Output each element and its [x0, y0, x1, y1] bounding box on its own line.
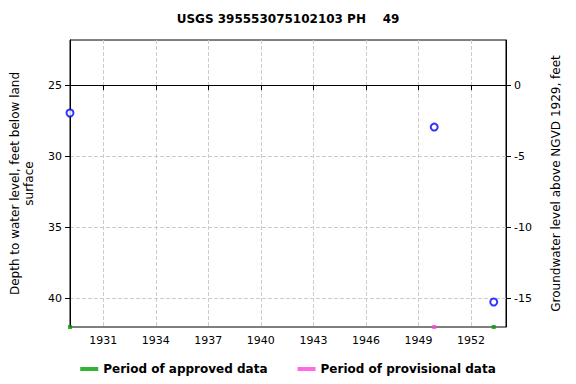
- svg-text:30: 30: [48, 150, 62, 163]
- svg-text:Groundwater level above NGVD 1: Groundwater level above NGVD 1929, feet: [549, 55, 563, 312]
- svg-text:25: 25: [48, 79, 62, 92]
- svg-text:Period of provisional data: Period of provisional data: [321, 362, 496, 376]
- svg-text:0: 0: [514, 79, 521, 92]
- svg-text:1934: 1934: [142, 334, 170, 347]
- svg-text:1952: 1952: [457, 334, 485, 347]
- svg-text:1937: 1937: [194, 334, 222, 347]
- svg-text:Depth to water level, feet bel: Depth to water level, feet below land: [8, 72, 22, 295]
- svg-text:1949: 1949: [404, 334, 432, 347]
- svg-text:35: 35: [48, 221, 62, 234]
- svg-text:1931: 1931: [89, 334, 117, 347]
- svg-text:-10: -10: [514, 221, 532, 234]
- svg-text:40: 40: [48, 292, 62, 305]
- svg-text:-15: -15: [514, 292, 532, 305]
- svg-text:1946: 1946: [352, 334, 380, 347]
- svg-text:1943: 1943: [299, 334, 327, 347]
- svg-text:1940: 1940: [247, 334, 275, 347]
- svg-text:Period of approved data: Period of approved data: [103, 362, 267, 376]
- svg-text:USGS 395553075102103 PH 49: USGS 395553075102103 PH 49: [177, 12, 400, 26]
- svg-text:surface: surface: [22, 161, 36, 205]
- svg-text:-5: -5: [514, 150, 525, 163]
